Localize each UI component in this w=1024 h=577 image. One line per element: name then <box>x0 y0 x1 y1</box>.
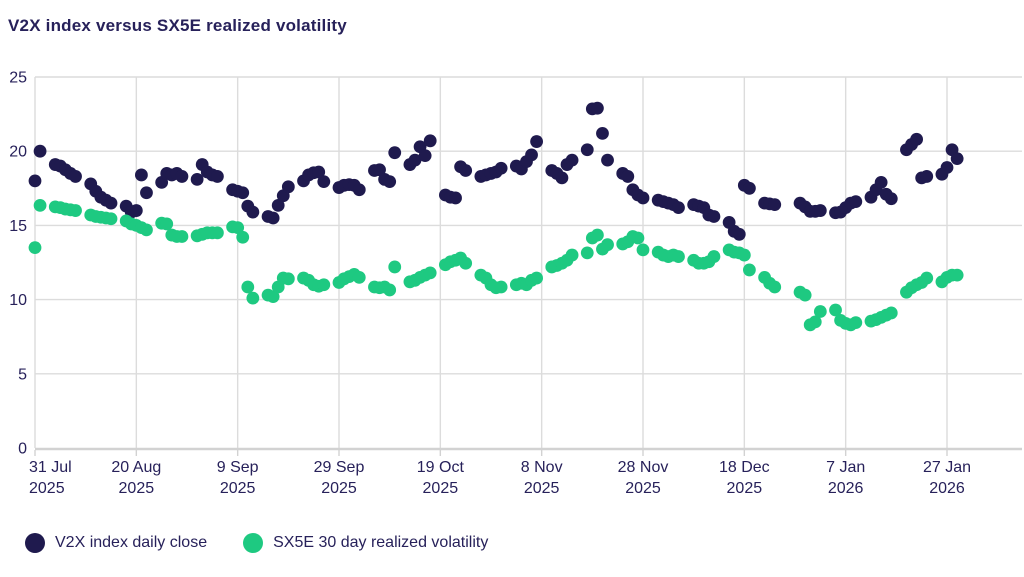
svg-text:27 Jan: 27 Jan <box>923 459 971 476</box>
svg-text:8 Nov: 8 Nov <box>521 459 563 476</box>
svg-text:2026: 2026 <box>828 480 864 497</box>
svg-text:31 Jul: 31 Jul <box>29 459 72 476</box>
svg-text:2025: 2025 <box>423 480 459 497</box>
v2x-series-dot-icon <box>25 533 45 553</box>
svg-text:0: 0 <box>18 441 27 458</box>
legend-item-v2x: V2X index daily close <box>25 533 207 553</box>
svg-text:2025: 2025 <box>727 480 763 497</box>
legend-item-sx5e: SX5E 30 day realized volatility <box>243 533 488 553</box>
svg-text:7 Jan: 7 Jan <box>826 459 865 476</box>
svg-text:5: 5 <box>18 366 27 383</box>
svg-text:28 Nov: 28 Nov <box>618 459 669 476</box>
svg-text:20: 20 <box>9 144 27 161</box>
sx5e-series-dot-icon <box>243 533 264 553</box>
svg-text:10: 10 <box>9 292 27 309</box>
svg-text:2026: 2026 <box>929 480 965 497</box>
svg-text:29 Sep: 29 Sep <box>314 459 365 476</box>
svg-text:25: 25 <box>9 70 27 87</box>
svg-text:18 Dec: 18 Dec <box>719 459 770 476</box>
svg-text:15: 15 <box>9 218 27 235</box>
chart-legend: V2X index daily close SX5E 30 day realiz… <box>25 533 488 553</box>
svg-text:2025: 2025 <box>119 480 155 497</box>
svg-text:2025: 2025 <box>524 480 560 497</box>
svg-text:2025: 2025 <box>220 480 256 497</box>
svg-text:2025: 2025 <box>29 480 65 497</box>
svg-text:9 Sep: 9 Sep <box>217 459 259 476</box>
svg-text:2025: 2025 <box>625 480 661 497</box>
svg-text:2025: 2025 <box>321 480 357 497</box>
sx5e-legend-label: SX5E 30 day realized volatility <box>273 534 489 551</box>
chart-title: V2X index versus SX5E realized volatilit… <box>8 16 347 35</box>
svg-text:19 Oct: 19 Oct <box>417 459 465 476</box>
v2x-legend-label: V2X index daily close <box>55 534 208 551</box>
svg-text:20 Aug: 20 Aug <box>111 459 161 476</box>
